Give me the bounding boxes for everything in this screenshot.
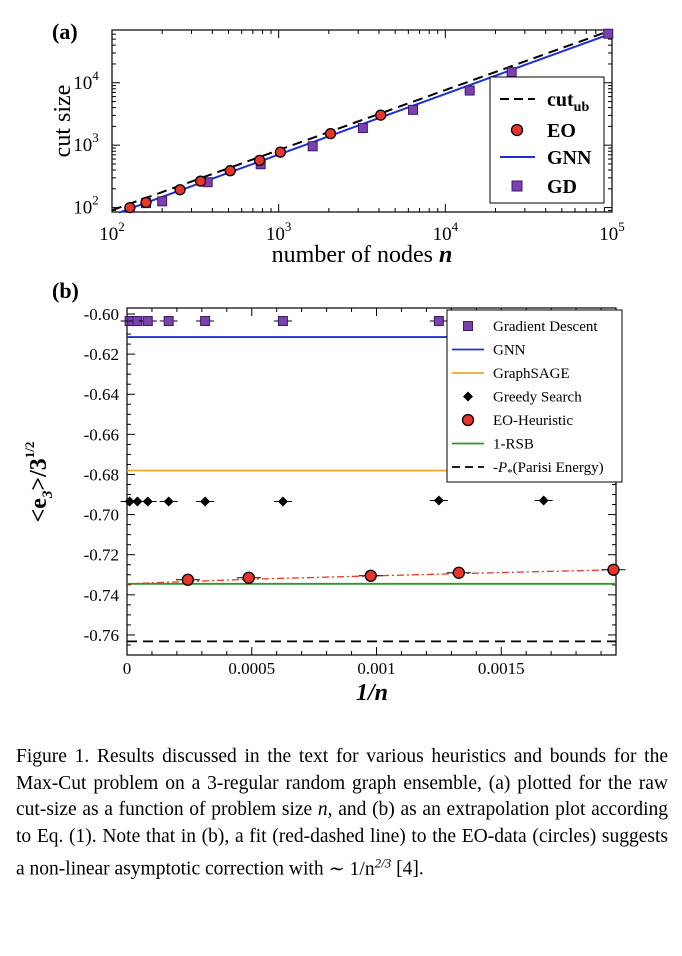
x-tick-label: 104	[433, 219, 459, 245]
figure: (a) 102 103 104 105 102 103 104 cut size numbe…	[22, 19, 626, 706]
panel-b-x-axis-label: 1/n	[356, 680, 388, 706]
y-tick-label: -0.68	[84, 465, 119, 484]
x-tick-label: 105	[599, 219, 625, 245]
greedy-point	[200, 496, 211, 507]
x-tick-label: 0.001	[357, 659, 395, 678]
y-tick-label: -0.76	[84, 626, 119, 645]
panel-a-data	[111, 28, 614, 214]
greedy-point	[163, 496, 174, 507]
legend-eo-heuristic-swatch	[461, 413, 475, 427]
legend-rsb-label: 1-RSB	[493, 437, 534, 453]
panel-b-tag: (b)	[52, 278, 79, 303]
legend-greedy-label: Greedy Search	[493, 390, 582, 406]
gd-point	[506, 67, 517, 78]
greedy-point	[277, 496, 288, 507]
x-tick-label: 0	[123, 659, 132, 678]
panel-a-plot-frame	[111, 29, 613, 213]
legend-gd-label: GD	[547, 176, 577, 198]
eo-point	[124, 201, 136, 214]
panel-b: (b) 0 0.0005 0.001 0.0015 -0.60 -0.62 -0.64 -0.…	[22, 278, 626, 706]
gd-point	[142, 316, 153, 327]
gd-point	[163, 316, 174, 327]
legend-eo-label: EO	[547, 120, 576, 142]
panel-b-y-axis-label: <e3>/31/2	[22, 442, 56, 523]
panel-b-legend: Gradient Descent GNN GraphSAGE Greedy Searc…	[446, 309, 623, 483]
y-tick-label: -0.64	[84, 385, 120, 404]
gd-point	[357, 123, 368, 134]
x-tick-label: 0.0015	[478, 659, 525, 678]
legend-sage-label: GraphSAGE	[493, 366, 570, 382]
caption-math: ∼ 1/n2/3	[328, 855, 392, 880]
x-tick-label: 102	[99, 219, 125, 245]
legend-greedy-swatch	[463, 391, 473, 402]
legend-gd-swatch	[463, 321, 473, 331]
y-tick-label: -0.70	[84, 506, 119, 525]
panel-a-legend: cutub EO GNN GD	[489, 76, 605, 204]
legend-parisi-label: -P*(Parisi Energy)	[493, 460, 604, 479]
greedy-point	[433, 495, 444, 506]
gd-point	[307, 141, 318, 152]
gd-point	[433, 316, 444, 327]
panel-b-ticks: 0 0.0005 0.001 0.0015 -0.60 -0.62 -0.64 -0.66 -0…	[84, 305, 616, 678]
gd-point	[157, 196, 168, 207]
y-tick-label: -0.62	[84, 345, 119, 364]
y-tick-label: 103	[73, 130, 99, 156]
panel-a: (a) 102 103 104 105 102 103 104 cut size numbe…	[50, 19, 625, 268]
eo-heuristic-point	[242, 571, 255, 584]
eo-point	[174, 184, 186, 196]
legend-cut_ub-label: cutub	[547, 89, 589, 115]
greedy-point	[538, 495, 549, 506]
eo-point	[194, 175, 207, 187]
y-tick-label: -0.74	[84, 586, 120, 605]
y-tick-label: -0.66	[84, 425, 119, 444]
eo-heuristic-point	[452, 566, 465, 579]
y-tick-label: -0.72	[84, 546, 119, 565]
y-tick-label: -0.60	[84, 305, 119, 324]
gd-point	[408, 104, 419, 115]
gd-point	[603, 28, 614, 39]
eo-point	[375, 109, 387, 121]
legend-eoh-label: EO-Heuristic	[493, 413, 573, 429]
eo-point	[224, 165, 236, 177]
gd-point	[464, 85, 475, 96]
y-tick-label: 104	[73, 68, 99, 94]
x-tick-label: 0.0005	[228, 659, 275, 678]
eo-heuristic-point	[364, 569, 377, 582]
eo-heuristic-point	[181, 573, 195, 586]
eo-point	[140, 196, 152, 209]
eo-point	[324, 127, 337, 140]
legend-gnn-label: GNN	[547, 147, 592, 169]
greedy-point	[132, 496, 143, 507]
eo-heuristic-point	[607, 563, 620, 576]
panel-a-tag: (a)	[52, 19, 78, 44]
panel-a-x-axis-label: number of nodes n	[272, 242, 453, 268]
gd-point	[277, 316, 288, 327]
greedy-point	[142, 496, 153, 507]
gd-point	[200, 316, 211, 327]
legend-gnn-label: GNN	[493, 343, 526, 359]
panel-a-ticks: 102 103 104 105 102 103 104	[73, 29, 625, 245]
eo-point	[274, 146, 287, 158]
panel-a-y-axis-label: cut size	[50, 85, 76, 158]
eo-point	[253, 154, 266, 167]
legend-eo-swatch	[510, 123, 524, 137]
legend-gd-swatch	[511, 180, 523, 192]
figure-caption: Figure 1. Results discussed in the text …	[16, 746, 673, 880]
y-tick-label: 102	[73, 193, 99, 219]
legend-gd-label: Gradient Descent	[493, 319, 598, 335]
x-tick-label: 103	[266, 219, 292, 245]
